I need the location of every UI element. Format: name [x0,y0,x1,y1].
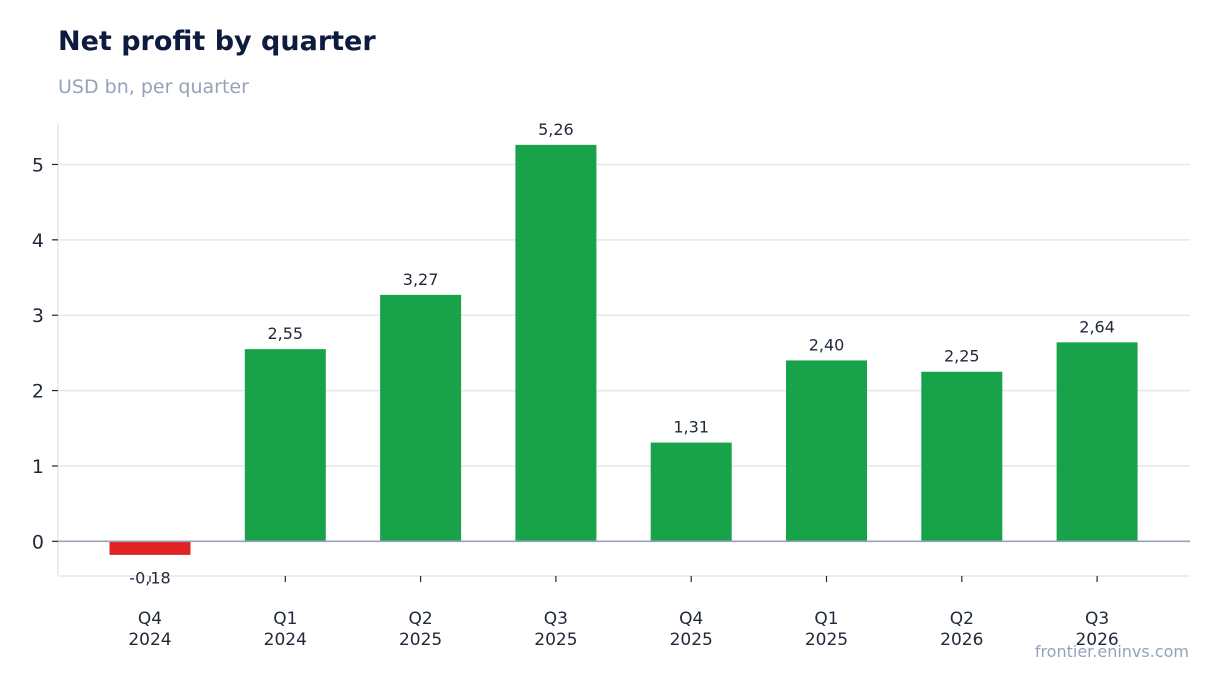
x-tick-label-quarter: Q1 [273,609,297,629]
x-tick-label-year: 2025 [670,630,713,650]
x-tick-label-year: 2026 [940,630,983,650]
x-tick-label-quarter: Q2 [950,609,974,629]
bar-value-label: 3,27 [403,270,439,289]
bar-value-label: 2,25 [944,347,980,366]
bar-value-label: 1,31 [673,418,709,437]
chart-title: Net profit by quarter [58,26,376,57]
x-tick-label-year: 2026 [1075,630,1118,650]
bar-value-label: -0,18 [129,568,170,587]
y-tick-label: 3 [32,305,44,327]
chart-subtitle: USD bn, per quarter [58,76,249,98]
bar [1056,342,1138,542]
y-tick-label: 1 [32,456,44,478]
x-tick-label-year: 2024 [128,630,171,650]
bar-value-label: 2,40 [809,335,845,354]
x-tick-label-quarter: Q2 [408,609,432,629]
x-tick-label-quarter: Q1 [814,609,838,629]
y-tick-label: 0 [32,531,44,553]
bar [109,541,191,555]
y-tick-label: 2 [32,381,44,403]
x-tick-label-year: 2024 [264,630,307,650]
y-tick-label: 5 [32,154,44,176]
bar-value-label: 5,26 [538,120,574,139]
bar-layer [109,144,1138,555]
bar [244,349,326,542]
label-layer: -0,18Q420242,55Q120243,27Q220255,26Q3202… [58,120,1190,650]
x-tick-label-year: 2025 [805,630,848,650]
bar-value-label: 2,64 [1079,317,1115,336]
x-tick-label-quarter: Q4 [679,609,703,629]
axis-layer: 0 1 2 3 4 5 [32,123,1190,582]
grid-layer [58,163,1190,467]
x-tick-label-year: 2025 [534,630,577,650]
bar [921,371,1003,542]
bar [380,294,462,542]
bar [650,442,732,542]
bar-value-label: 2,55 [267,324,303,343]
y-tick-label: 4 [32,230,44,252]
x-tick-label-quarter: Q4 [138,609,162,629]
x-tick-label-quarter: Q3 [544,609,568,629]
bar [515,144,597,542]
x-tick-label-quarter: Q3 [1085,609,1109,629]
source-note: frontier.eninvs.com [1034,642,1189,661]
x-tick-label-year: 2025 [399,630,442,650]
bar [786,360,867,542]
